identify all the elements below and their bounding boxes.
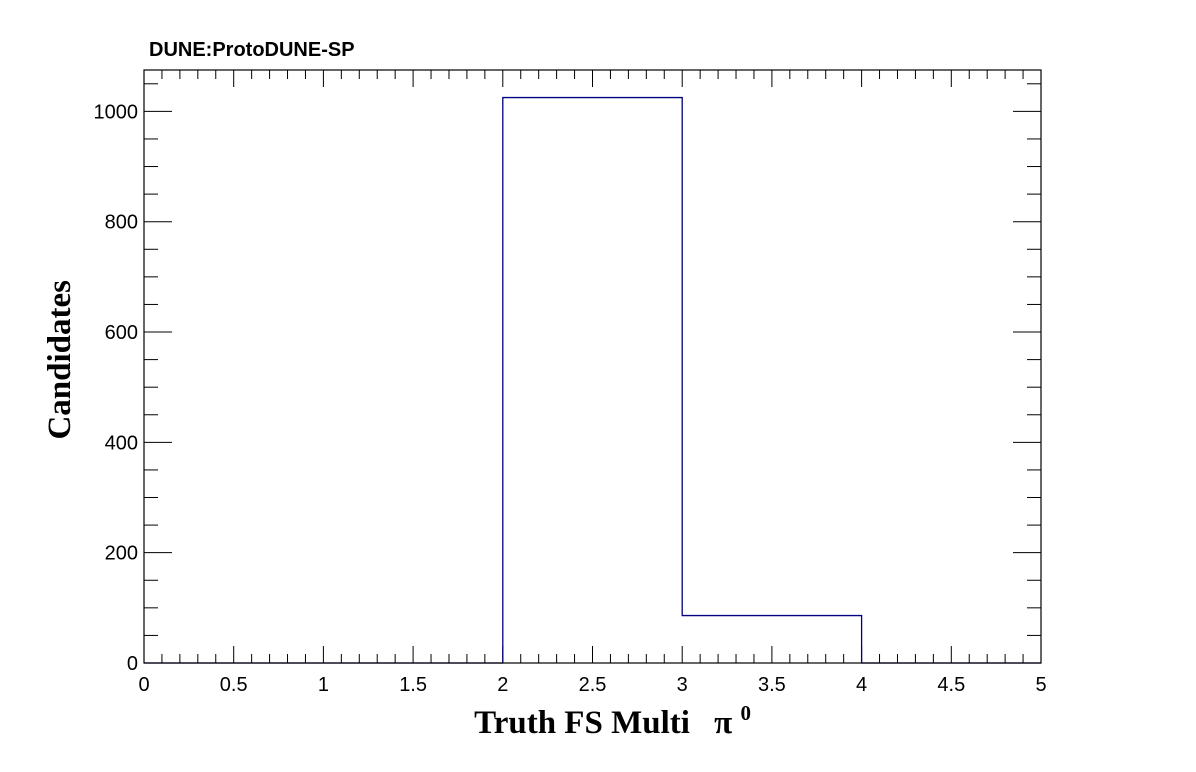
histogram-line: [144, 96, 1041, 664]
plot-frame: [143, 69, 1042, 664]
x-tick-label: 4.5: [937, 674, 965, 696]
y-tick-label: 600: [105, 322, 138, 344]
x-tick-labels: 0 0.5 1 1.5 2 2.5 3 3.5 4 4.5 5: [138, 674, 1046, 696]
y-tick-labels: 0 200 400 600 800 1000: [94, 101, 139, 675]
x-tick-label: 0.5: [220, 674, 248, 696]
y-tick-label: 0: [127, 653, 138, 675]
x-tick-label: 3: [677, 674, 688, 696]
x-tick-label: 3.5: [758, 674, 786, 696]
chart-title: DUNE:ProtoDUNE-SP: [149, 39, 355, 61]
x-tick-label: 1.5: [399, 674, 427, 696]
y-tick-label: 1000: [94, 101, 139, 123]
x-axis-title-text: Truth FS Multi: [474, 705, 690, 741]
y-tick-label: 200: [105, 543, 138, 565]
x-tick-label: 5: [1035, 674, 1046, 696]
y-tick-label: 400: [105, 432, 138, 454]
y-tick-label: 800: [105, 212, 138, 234]
x-tick-label: 1: [318, 674, 329, 696]
y-axis-title: Candidates: [42, 280, 78, 440]
x-tick-label: 2: [497, 674, 508, 696]
x-axis-title-superscript: 0: [741, 701, 752, 725]
x-tick-label: 4: [856, 674, 867, 696]
x-axis-title: Truth FS Multi π 0: [474, 701, 751, 741]
x-axis-title-symbol: π: [714, 705, 732, 741]
x-tick-label: 2.5: [579, 674, 607, 696]
x-tick-label: 0: [138, 674, 149, 696]
axis-ticks: [143, 70, 1042, 664]
